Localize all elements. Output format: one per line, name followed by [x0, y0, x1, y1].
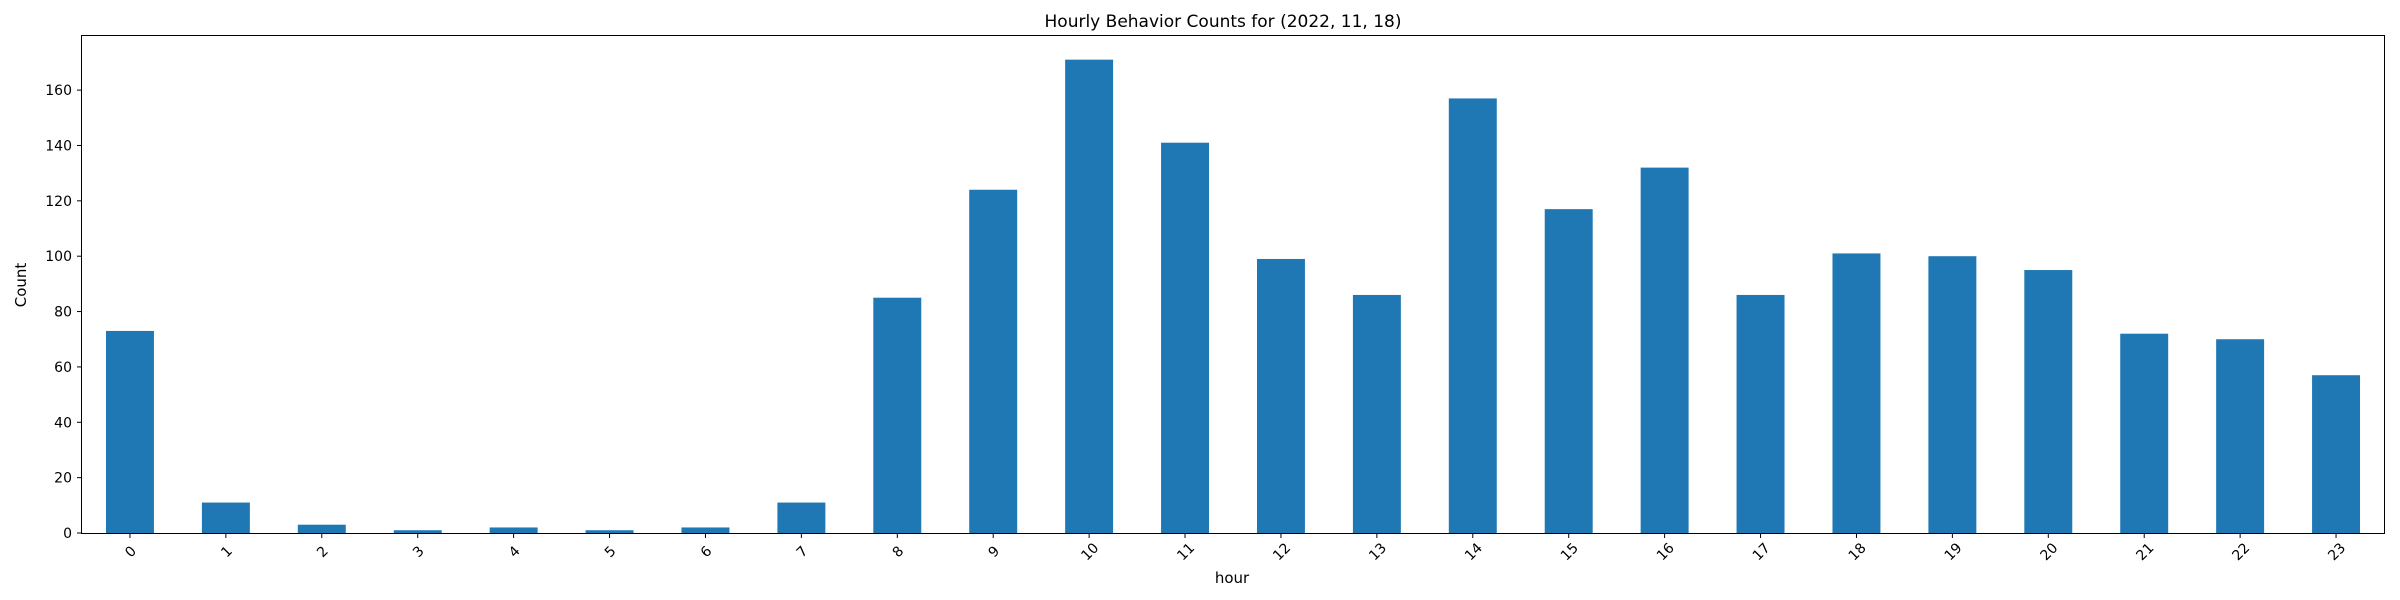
x-tick-label: 16 [1654, 540, 1678, 564]
x-tick-label: 7 [794, 543, 812, 561]
x-tick-label: 4 [506, 543, 524, 561]
bar-hour-23 [2312, 375, 2361, 533]
x-tick-label: 5 [602, 543, 620, 561]
x-axis-title: hour [1215, 569, 1250, 587]
bar-hour-20 [2024, 270, 2073, 533]
y-tick-label: 160 [45, 83, 72, 99]
bar-hour-0 [105, 330, 154, 533]
bar-hour-7 [777, 502, 826, 533]
y-tick-label: 60 [54, 360, 72, 376]
y-axis-title: Count [12, 263, 30, 308]
bar-hour-9 [969, 189, 1018, 533]
x-tick-label: 3 [410, 543, 428, 561]
x-tick-label: 18 [1846, 540, 1870, 564]
y-tick-label: 80 [54, 305, 72, 321]
x-tick-label: 21 [2133, 540, 2157, 564]
x-tick-label: 14 [1462, 540, 1486, 564]
bar-hour-18 [1832, 253, 1881, 533]
y-tick-label: 20 [54, 471, 72, 487]
bar-hour-11 [1161, 142, 1210, 533]
bar-hour-12 [1256, 258, 1305, 533]
plot-frame [81, 35, 2385, 534]
bar-hour-13 [1352, 294, 1401, 533]
x-tick-label: 6 [698, 543, 716, 561]
bar-hour-6 [681, 527, 730, 533]
x-tick-label: 12 [1270, 540, 1294, 564]
x-ticks-group: 0 1 2 3 4 5 6 7 8 9 10 11 12 13 14 15 16 17 18 19 20 21 22 23 [122, 533, 2349, 564]
x-tick-label: 1 [218, 543, 236, 561]
x-tick-label: 19 [1942, 540, 1966, 564]
bar-hour-15 [1544, 209, 1593, 533]
bar-hour-10 [1065, 59, 1114, 534]
x-tick-label: 9 [986, 543, 1004, 561]
bar-hour-5 [585, 530, 634, 533]
x-tick-label: 11 [1174, 540, 1198, 564]
x-tick-label: 0 [122, 543, 140, 561]
x-tick-label: 8 [890, 543, 908, 561]
x-tick-label: 22 [2229, 540, 2253, 564]
chart-title: Hourly Behavior Counts for (2022, 11, 18… [1045, 12, 1402, 32]
bar-hour-19 [1928, 256, 1977, 533]
y-tick-label: 0 [63, 526, 72, 542]
bar-hour-2 [297, 524, 346, 533]
y-tick-label: 120 [45, 194, 72, 210]
y-tick-label: 40 [54, 415, 72, 431]
bar-hour-22 [2216, 339, 2265, 533]
bar-hour-16 [1640, 167, 1689, 533]
y-ticks-group: 0 20 40 60 80 100 120 140 160 [45, 83, 82, 542]
bar-hour-8 [873, 297, 922, 533]
x-tick-label: 20 [2038, 540, 2062, 564]
bar-hour-17 [1736, 294, 1785, 533]
bar-hour-1 [201, 502, 250, 533]
x-tick-label: 10 [1078, 540, 1102, 564]
x-tick-label: 15 [1558, 540, 1582, 564]
y-tick-label: 100 [45, 249, 72, 265]
x-tick-label: 2 [314, 543, 332, 561]
bar-hour-4 [489, 527, 538, 533]
x-tick-label: 23 [2325, 540, 2349, 564]
y-tick-label: 140 [45, 138, 72, 154]
bar-hour-21 [2120, 333, 2169, 533]
bar-hour-3 [393, 530, 442, 533]
x-tick-label: 13 [1366, 540, 1390, 564]
bars-group [105, 59, 2361, 534]
x-tick-label: 17 [1750, 540, 1774, 564]
bar-hour-14 [1448, 98, 1497, 534]
